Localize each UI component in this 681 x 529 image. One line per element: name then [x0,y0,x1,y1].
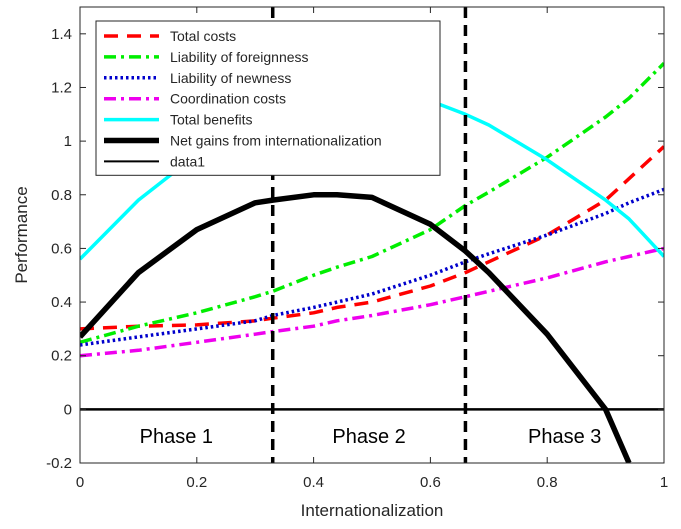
y-tick-label: 0.8 [51,187,72,204]
x-tick-label: 0.6 [420,474,441,491]
y-tick-label: 0.6 [51,240,72,257]
y-tick-label: 0.4 [51,294,72,311]
axes-layer: 0 0.2 0.4 0.6 0.8 1-0.200.20.40.60.811.21.4 [46,6,668,491]
x-tick-label: 0.4 [303,474,324,491]
y-tick-label: 1.2 [51,79,72,96]
legend-label-liability-of-newness: Liability of newness [170,70,291,86]
legend-label-data1: data1 [170,153,205,169]
legend-label-liability-of-foreignness: Liability of foreignness [170,49,309,65]
legend-label-total-benefits: Total benefits [170,112,253,128]
y-tick-label: -0.2 [46,455,72,472]
phase-label-1: Phase 1 [140,426,213,448]
phase-label-3: Phase 3 [528,426,601,448]
x-axis-label: Internationalization [301,501,444,520]
legend-label-total-costs: Total costs [170,28,236,44]
series-line-liability-of-newness [80,187,664,347]
x-tick-label: 0 [76,474,84,491]
phase-label-2: Phase 2 [332,426,405,448]
y-tick-label: 0 [64,401,72,418]
series-line-coordination-costs [80,246,664,358]
y-tick-label: 1 [64,133,72,150]
x-tick-label: 0.2 [186,474,207,491]
legend-box [95,20,441,176]
x-tick-label: 0.8 [537,474,558,491]
phase-layer: Phase 1 Phase 2 Phase 3 [140,7,601,463]
y-tick-label: 1.4 [51,26,72,43]
legend: Total costs Liability of foreignness Liabi… [95,20,441,176]
legend-label-net-gains-from-internationalization: Net gains from internationalization [170,133,382,149]
legend-label-coordination-costs: Coordination costs [170,91,286,107]
y-tick-label: 0.2 [51,348,72,365]
series-line-liability-of-foreignness [80,62,664,344]
series-line-net-gains-from-internationalization [80,192,632,463]
x-tick-label: 1 [660,474,668,491]
y-axis-label: Performance [12,186,31,283]
axes-frame [79,6,665,464]
